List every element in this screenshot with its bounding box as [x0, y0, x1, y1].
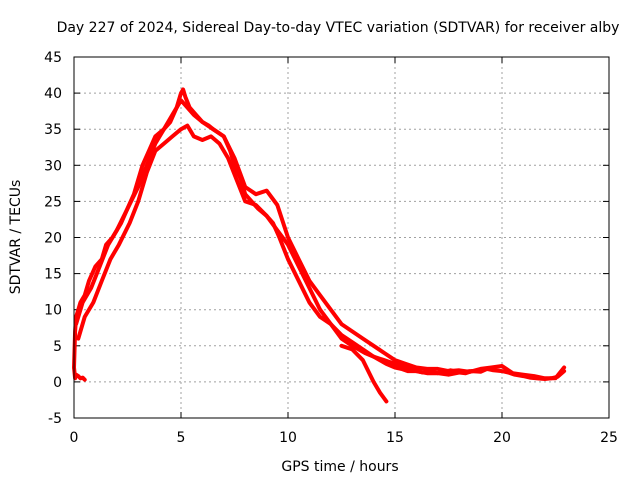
y-tick-label: 5: [53, 339, 62, 355]
y-tick-label: 0: [53, 375, 62, 391]
x-tick-label: 15: [386, 430, 404, 446]
y-tick-label: 10: [44, 303, 62, 319]
y-tick-label: 35: [44, 122, 62, 138]
y-tick-label: 20: [44, 231, 62, 247]
series-line: [72, 365, 87, 382]
x-axis-label: GPS time / hours: [281, 459, 398, 475]
y-tick-label: 25: [44, 194, 62, 210]
axis-ticks: 0 5 10 15 20 25 -5 0 5 10 15 20 25 30 35 40 45: [44, 50, 618, 446]
x-tick-label: 25: [600, 430, 618, 446]
y-tick-label: 45: [44, 50, 62, 66]
y-tick-label: 30: [44, 158, 62, 174]
series-line: [339, 343, 389, 404]
series-line: [72, 87, 567, 381]
y-tick-label: 40: [44, 86, 62, 102]
plot-frame: [73, 56, 610, 419]
x-tick-label: 20: [493, 430, 511, 446]
x-tick-label: 0: [70, 430, 79, 446]
data-series: [72, 87, 567, 404]
y-tick-label: -5: [48, 411, 62, 427]
x-tick-label: 10: [279, 430, 297, 446]
series-line: [74, 98, 567, 381]
chart-title: Day 227 of 2024, Sidereal Day-to-day VTE…: [57, 20, 620, 36]
x-tick-label: 5: [177, 430, 186, 446]
series-line: [76, 123, 483, 377]
y-axis-label: SDTVAR / TECUs: [8, 180, 24, 295]
y-tick-label: 15: [44, 267, 62, 283]
grid-lines: [74, 57, 609, 418]
